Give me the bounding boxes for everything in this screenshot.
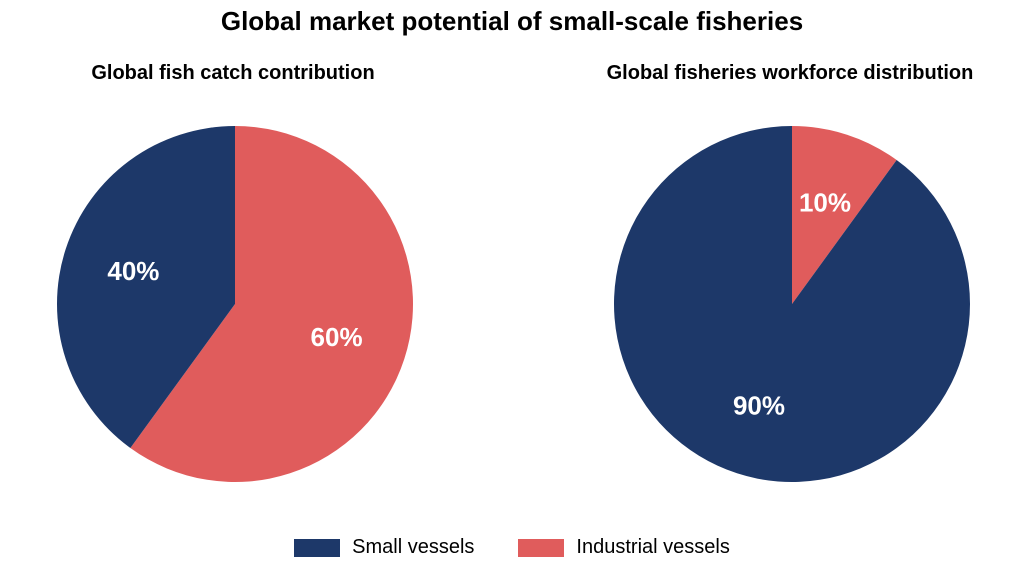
legend-item-small: Small vessels — [294, 536, 474, 559]
legend-swatch-small — [294, 538, 341, 557]
pie-title-catch: Global fish catch contribution — [91, 62, 375, 84]
pie-chart-workforce: Global fisheries workforce distribution … — [590, 62, 990, 482]
pie-slice-small — [614, 126, 970, 482]
pie-title-workforce: Global fisheries workforce distribution — [606, 62, 974, 84]
slice-label-small: 90% — [733, 391, 785, 421]
legend-item-industrial: Industrial vessels — [518, 536, 730, 559]
slice-label-industrial: 60% — [311, 322, 363, 352]
legend: Small vessels Industrial vessels — [0, 536, 1024, 559]
pie-svg-catch: 60% 40% — [56, 126, 414, 482]
pie-chart-catch: Global fish catch contribution 60% 40% — [53, 62, 414, 482]
legend-label-industrial: Industrial vessels — [576, 536, 730, 558]
legend-label-small: Small vessels — [352, 536, 475, 558]
pie-slice-small — [56, 126, 236, 449]
pie-slice-industrial — [130, 126, 414, 482]
slice-label-industrial: 10% — [799, 187, 851, 217]
pie-slice-industrial — [792, 126, 897, 304]
slice-label-small: 40% — [107, 256, 159, 286]
pie-svg-workforce: 10% 90% — [614, 126, 970, 482]
chart-title: Global market potential of small-scale f… — [220, 6, 804, 36]
legend-swatch-industrial — [518, 538, 565, 557]
